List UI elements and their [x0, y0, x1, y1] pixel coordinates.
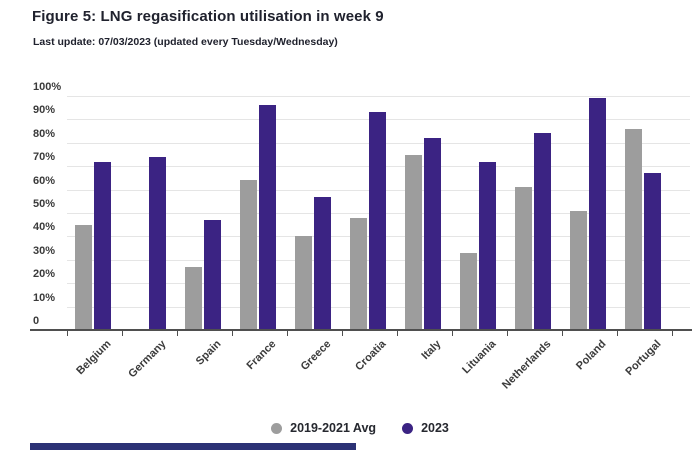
y-tick-label-100: 100%: [33, 81, 62, 93]
bar-italy-2023[interactable]: [424, 138, 441, 330]
bar-portugal-2023[interactable]: [644, 173, 661, 330]
legend-label: 2019-2021 Avg: [290, 421, 377, 435]
bar-belgium-2023[interactable]: [94, 161, 111, 330]
x-axis-tick: [452, 331, 453, 336]
x-axis-tick: [232, 331, 233, 336]
bar-lituania-2023[interactable]: [479, 161, 496, 330]
bar-spain-avg[interactable]: [185, 266, 202, 330]
y-tick-label-60: 60%: [33, 174, 56, 187]
bar-greece-2023[interactable]: [314, 196, 331, 330]
y-tick-label-10: 10%: [33, 291, 56, 304]
bar-france-2023[interactable]: [259, 105, 276, 330]
y-tick-label-80: 80%: [33, 127, 56, 140]
y-tick-label-0: 0: [33, 315, 40, 327]
y-tick-label-30: 30%: [33, 244, 56, 257]
x-axis-tick: [562, 331, 563, 336]
bar-poland-2023[interactable]: [589, 98, 606, 330]
bar-netherlands-2023[interactable]: [534, 133, 551, 330]
legend-item-avg[interactable]: 2019-2021 Avg: [271, 421, 376, 435]
x-axis-tick: [177, 331, 178, 336]
bar-croatia-2023[interactable]: [369, 112, 386, 330]
legend-item-2023[interactable]: 2023: [402, 421, 449, 435]
bar-france-avg[interactable]: [240, 180, 257, 330]
x-axis-tick: [287, 331, 288, 336]
bar-greece-avg[interactable]: [295, 236, 312, 330]
y-tick-label-20: 20%: [33, 268, 56, 281]
bar-spain-2023[interactable]: [204, 220, 221, 330]
bar-poland-avg[interactable]: [570, 210, 587, 330]
legend-dot-icon: [271, 422, 283, 434]
chart-subtitle: Last update: 07/03/2023 (updated every T…: [33, 36, 338, 48]
x-axis-tick: [342, 331, 343, 336]
y-tick-label-50: 50%: [33, 198, 56, 210]
legend-dot-icon: [402, 422, 414, 434]
x-axis-tick: [507, 331, 508, 336]
legend-label: 2023: [421, 421, 449, 435]
bar-lituania-avg[interactable]: [460, 252, 477, 330]
y-tick-label-90: 90%: [33, 104, 56, 117]
plot-area: [67, 96, 690, 330]
bar-germany-2023[interactable]: [149, 156, 166, 330]
legend: 2019-2021 Avg 2023: [24, 418, 696, 438]
footer-accent-bar: [30, 443, 356, 450]
bar-croatia-avg[interactable]: [350, 217, 367, 330]
y-tick-label-40: 40%: [33, 221, 56, 234]
x-axis-tick: [67, 331, 68, 336]
x-axis-tick: [122, 331, 123, 336]
gridline-100: [67, 96, 690, 97]
bar-netherlands-avg[interactable]: [515, 187, 532, 330]
bar-belgium-avg[interactable]: [75, 224, 92, 330]
bar-portugal-avg[interactable]: [625, 128, 642, 330]
x-axis-line: [30, 329, 692, 331]
chart-title: Figure 5: LNG regasification utilisation…: [32, 8, 384, 25]
y-tick-label-70: 70%: [33, 151, 56, 164]
x-axis-tick: [397, 331, 398, 336]
x-axis-tick: [672, 331, 673, 336]
x-axis-tick: [617, 331, 618, 336]
bar-italy-avg[interactable]: [405, 154, 422, 330]
